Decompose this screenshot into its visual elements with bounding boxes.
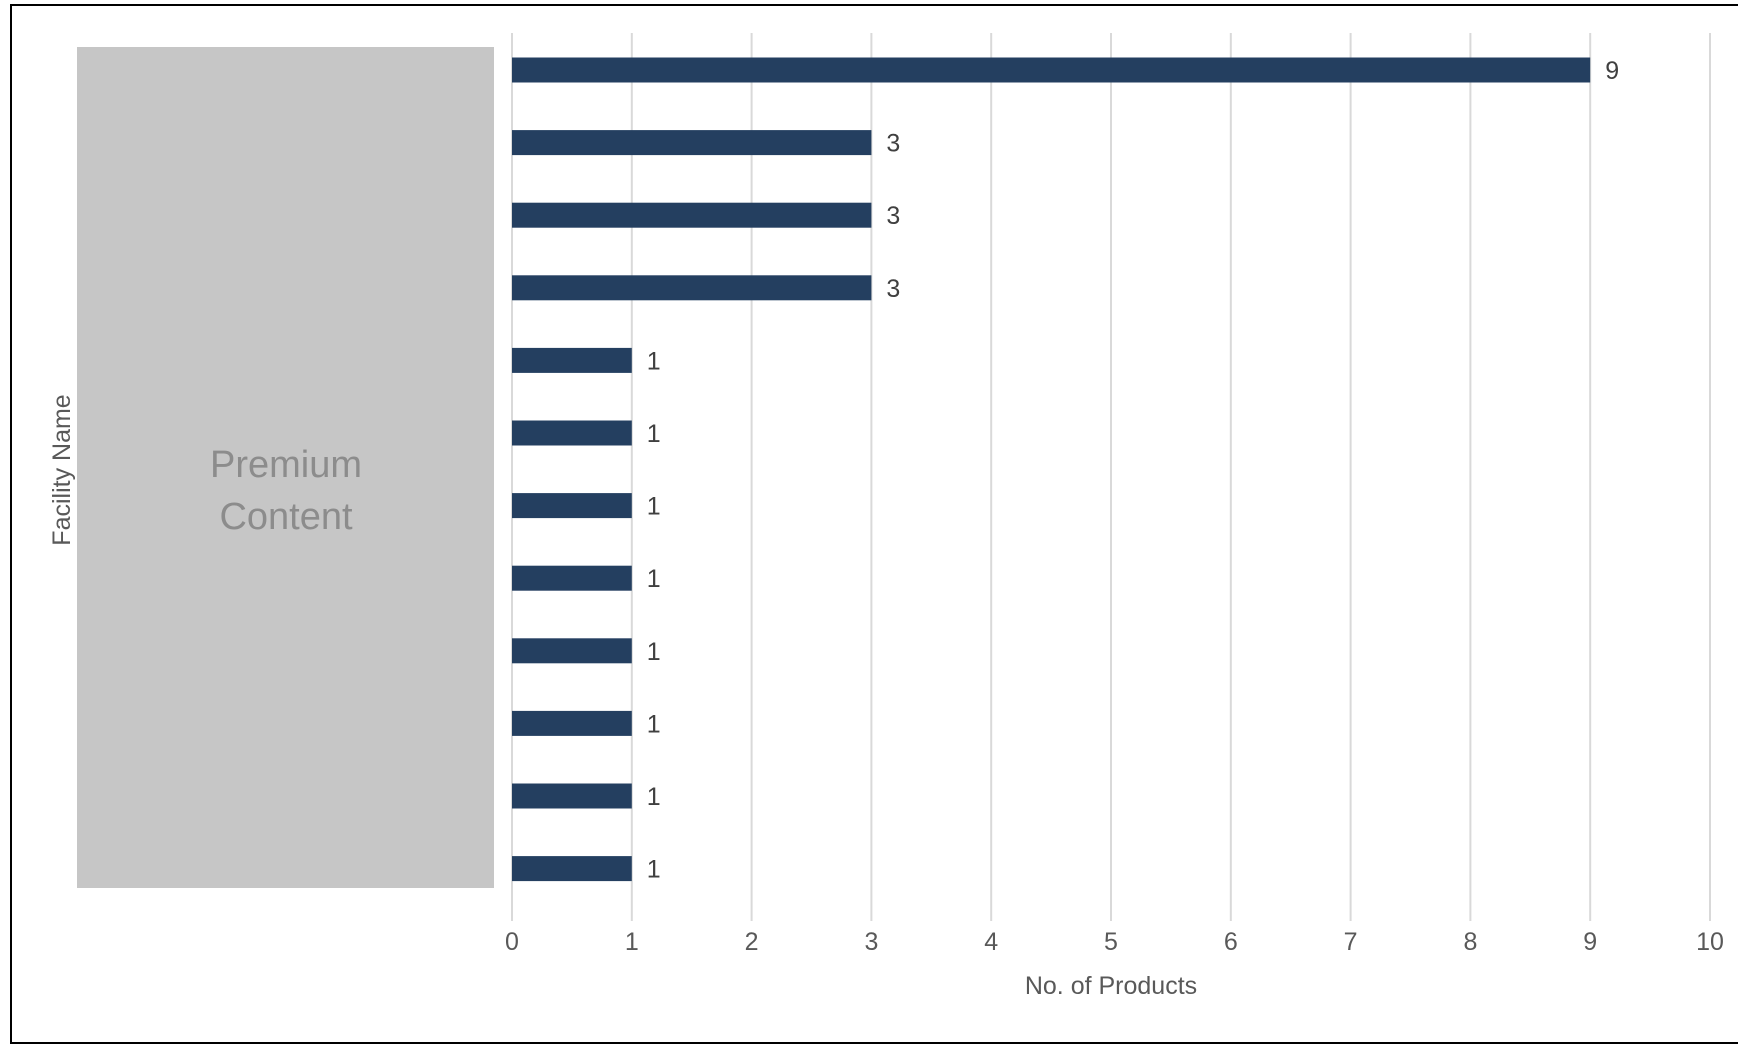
bar	[512, 638, 632, 664]
x-tick-label: 6	[1224, 928, 1238, 956]
x-tick-label: 9	[1583, 928, 1597, 956]
data-labels: 9 3 3 3 1 1 1 1 1 1 1 1	[647, 57, 1619, 884]
bar	[512, 493, 632, 519]
x-tick-label: 0	[505, 928, 519, 956]
gridlines	[511, 33, 1711, 921]
bar	[512, 710, 632, 736]
data-label: 1	[647, 565, 661, 593]
bar	[512, 783, 632, 809]
data-label: 3	[886, 202, 900, 230]
x-tick-label: 3	[864, 928, 878, 956]
data-label: 1	[647, 638, 661, 666]
bar	[512, 130, 872, 156]
bar	[512, 420, 632, 446]
x-tick-label: 2	[745, 928, 759, 956]
data-label: 1	[647, 856, 661, 884]
data-label: 1	[647, 347, 661, 375]
data-label: 9	[1605, 57, 1619, 85]
x-tick-label: 7	[1344, 928, 1358, 956]
x-tick-label: 1	[625, 928, 639, 956]
x-tick-label: 8	[1463, 928, 1477, 956]
x-axis-title: No. of Products	[1025, 972, 1197, 1000]
premium-content-line2: Content	[219, 496, 353, 538]
premium-content-placeholder	[77, 47, 494, 888]
data-label: 1	[647, 493, 661, 521]
x-axis-ticks: 0 1 2 3 4 5 6 7 8 9 10	[505, 928, 1724, 956]
bar	[512, 275, 872, 301]
bar	[512, 565, 632, 591]
bar	[512, 202, 872, 228]
x-tick-label: 5	[1104, 928, 1118, 956]
bar	[512, 856, 632, 882]
x-tick-label: 4	[984, 928, 998, 956]
y-axis-title: Facility Name	[48, 394, 76, 545]
data-label: 1	[647, 420, 661, 448]
bar	[512, 347, 632, 373]
data-label: 3	[886, 130, 900, 158]
data-label: 1	[647, 783, 661, 811]
data-label: 3	[886, 275, 900, 303]
bar	[512, 57, 1591, 83]
data-label: 1	[647, 710, 661, 738]
bars	[512, 57, 1591, 882]
premium-content-line1: Premium	[210, 444, 362, 486]
x-tick-label: 10	[1696, 928, 1724, 956]
